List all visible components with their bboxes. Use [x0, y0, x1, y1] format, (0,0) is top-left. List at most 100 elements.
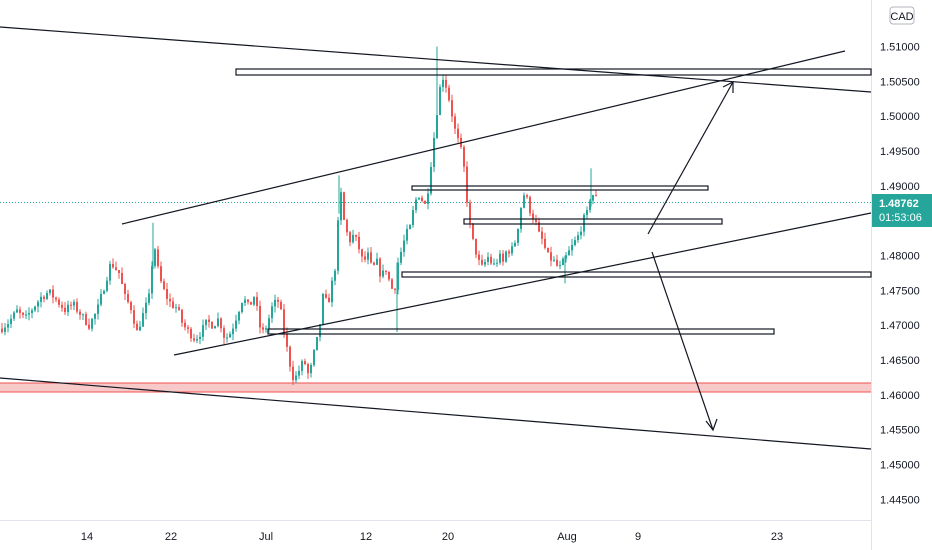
support-zone[interactable] — [0, 382, 871, 393]
candle-body — [451, 100, 453, 117]
resistance-box-upper-mid[interactable] — [411, 185, 709, 191]
support-box-low[interactable] — [267, 328, 775, 335]
lower-channel-trendline[interactable] — [0, 377, 872, 450]
candle-body — [235, 320, 237, 329]
candle-body — [280, 301, 282, 310]
candle-body — [556, 259, 558, 266]
candle-body — [499, 253, 501, 263]
candle-body — [259, 305, 261, 328]
candle-body — [133, 310, 135, 324]
candle-body — [586, 210, 588, 215]
candle-body — [340, 192, 342, 221]
candle-body — [70, 304, 72, 306]
resistance-box-top[interactable] — [235, 68, 872, 76]
candle-body — [418, 197, 420, 200]
current-price-tag: 1.48762 01:53:06 — [872, 194, 932, 227]
candle-body — [115, 267, 117, 271]
candle-body — [478, 254, 480, 260]
candle-body — [580, 231, 582, 236]
candle-body — [79, 311, 81, 315]
candle-body — [463, 147, 465, 167]
candle-body — [394, 288, 396, 290]
candle-body — [448, 87, 450, 101]
candle-body — [217, 318, 219, 327]
rising-channel-bottom[interactable] — [173, 212, 872, 356]
candle-body — [298, 370, 300, 376]
candle-body — [361, 249, 363, 257]
candle-body — [112, 263, 114, 268]
candle-body — [205, 319, 207, 326]
candle-body — [4, 327, 6, 332]
upper-channel-trendline[interactable] — [0, 26, 872, 93]
candle-body — [277, 299, 279, 302]
candle-body — [505, 251, 507, 262]
candle-body — [373, 262, 375, 265]
candle-body — [457, 128, 459, 138]
candle-body — [130, 301, 132, 311]
candle-body — [331, 280, 333, 303]
x-tick-label: 14 — [81, 531, 93, 543]
candle-body — [415, 199, 417, 211]
candle-body — [433, 137, 435, 168]
candle-body — [568, 250, 570, 256]
candle-body — [265, 328, 267, 330]
candle-body — [22, 312, 24, 315]
candle-body — [385, 270, 387, 272]
candle-body — [523, 195, 525, 208]
x-tick-label: Jul — [259, 531, 273, 543]
candle-body — [367, 252, 369, 260]
candle-body — [28, 313, 30, 315]
rising-channel-top[interactable] — [121, 50, 846, 225]
candle-body — [364, 256, 366, 260]
candle-body — [577, 235, 579, 241]
candle-body — [124, 283, 126, 294]
candle-body — [442, 79, 444, 88]
candle-body — [31, 310, 33, 314]
projection-up-line[interactable] — [647, 81, 734, 235]
candle-body — [154, 249, 156, 266]
candle-body — [547, 247, 549, 253]
candle-body — [73, 301, 75, 306]
candle-body — [193, 338, 195, 341]
drawings[interactable] — [0, 26, 872, 450]
candle-body — [274, 299, 276, 307]
candle-body — [595, 195, 597, 197]
x-tick-label: 20 — [442, 531, 454, 543]
candle-body — [91, 318, 93, 329]
projection-down-line[interactable] — [651, 251, 714, 431]
candle-body — [142, 313, 144, 327]
candle-body — [25, 314, 27, 316]
candle-body — [175, 307, 177, 309]
candle-body — [334, 270, 336, 281]
candle-body — [496, 262, 498, 264]
candle-body — [208, 319, 210, 322]
candle-body — [466, 166, 468, 203]
y-tick-label: 1.45500 — [880, 425, 920, 437]
candle-body — [571, 245, 573, 251]
y-tick-label: 1.46500 — [880, 355, 920, 367]
candle-body — [517, 228, 519, 243]
candle-body — [37, 301, 39, 307]
candle-body — [43, 296, 45, 299]
currency-badge-bg — [889, 6, 915, 25]
candle-body — [559, 265, 561, 267]
candle-body — [139, 326, 141, 331]
candle-body — [157, 249, 159, 267]
candle-body — [484, 261, 486, 265]
candle-body — [553, 259, 555, 261]
candle-body — [106, 280, 108, 291]
resistance-box-mid[interactable] — [463, 218, 723, 225]
candle-body — [511, 246, 513, 254]
support-box-mid[interactable] — [401, 271, 872, 278]
candle-body — [427, 193, 429, 204]
candle-body — [370, 252, 372, 263]
currency-label: CAD — [890, 11, 913, 23]
candle-body — [232, 328, 234, 335]
candle-body — [412, 210, 414, 226]
candle-body — [493, 263, 495, 265]
candle-body — [166, 289, 168, 299]
candle-body — [565, 255, 567, 259]
currency-badge[interactable]: CAD — [889, 6, 915, 25]
candle-body — [532, 213, 534, 220]
